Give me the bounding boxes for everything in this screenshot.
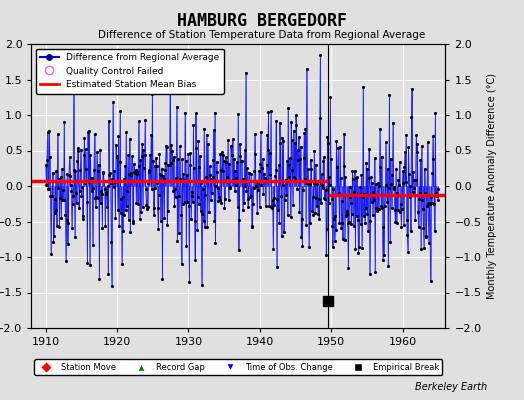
Text: Berkeley Earth: Berkeley Earth xyxy=(415,382,487,392)
Text: Difference of Station Temperature Data from Regional Average: Difference of Station Temperature Data f… xyxy=(99,30,425,40)
Legend: Station Move, Record Gap, Time of Obs. Change, Empirical Break: Station Move, Record Gap, Time of Obs. C… xyxy=(35,359,442,375)
Y-axis label: Monthly Temperature Anomaly Difference (°C): Monthly Temperature Anomaly Difference (… xyxy=(487,73,497,299)
Text: HAMBURG BERGEDORF: HAMBURG BERGEDORF xyxy=(177,12,347,30)
